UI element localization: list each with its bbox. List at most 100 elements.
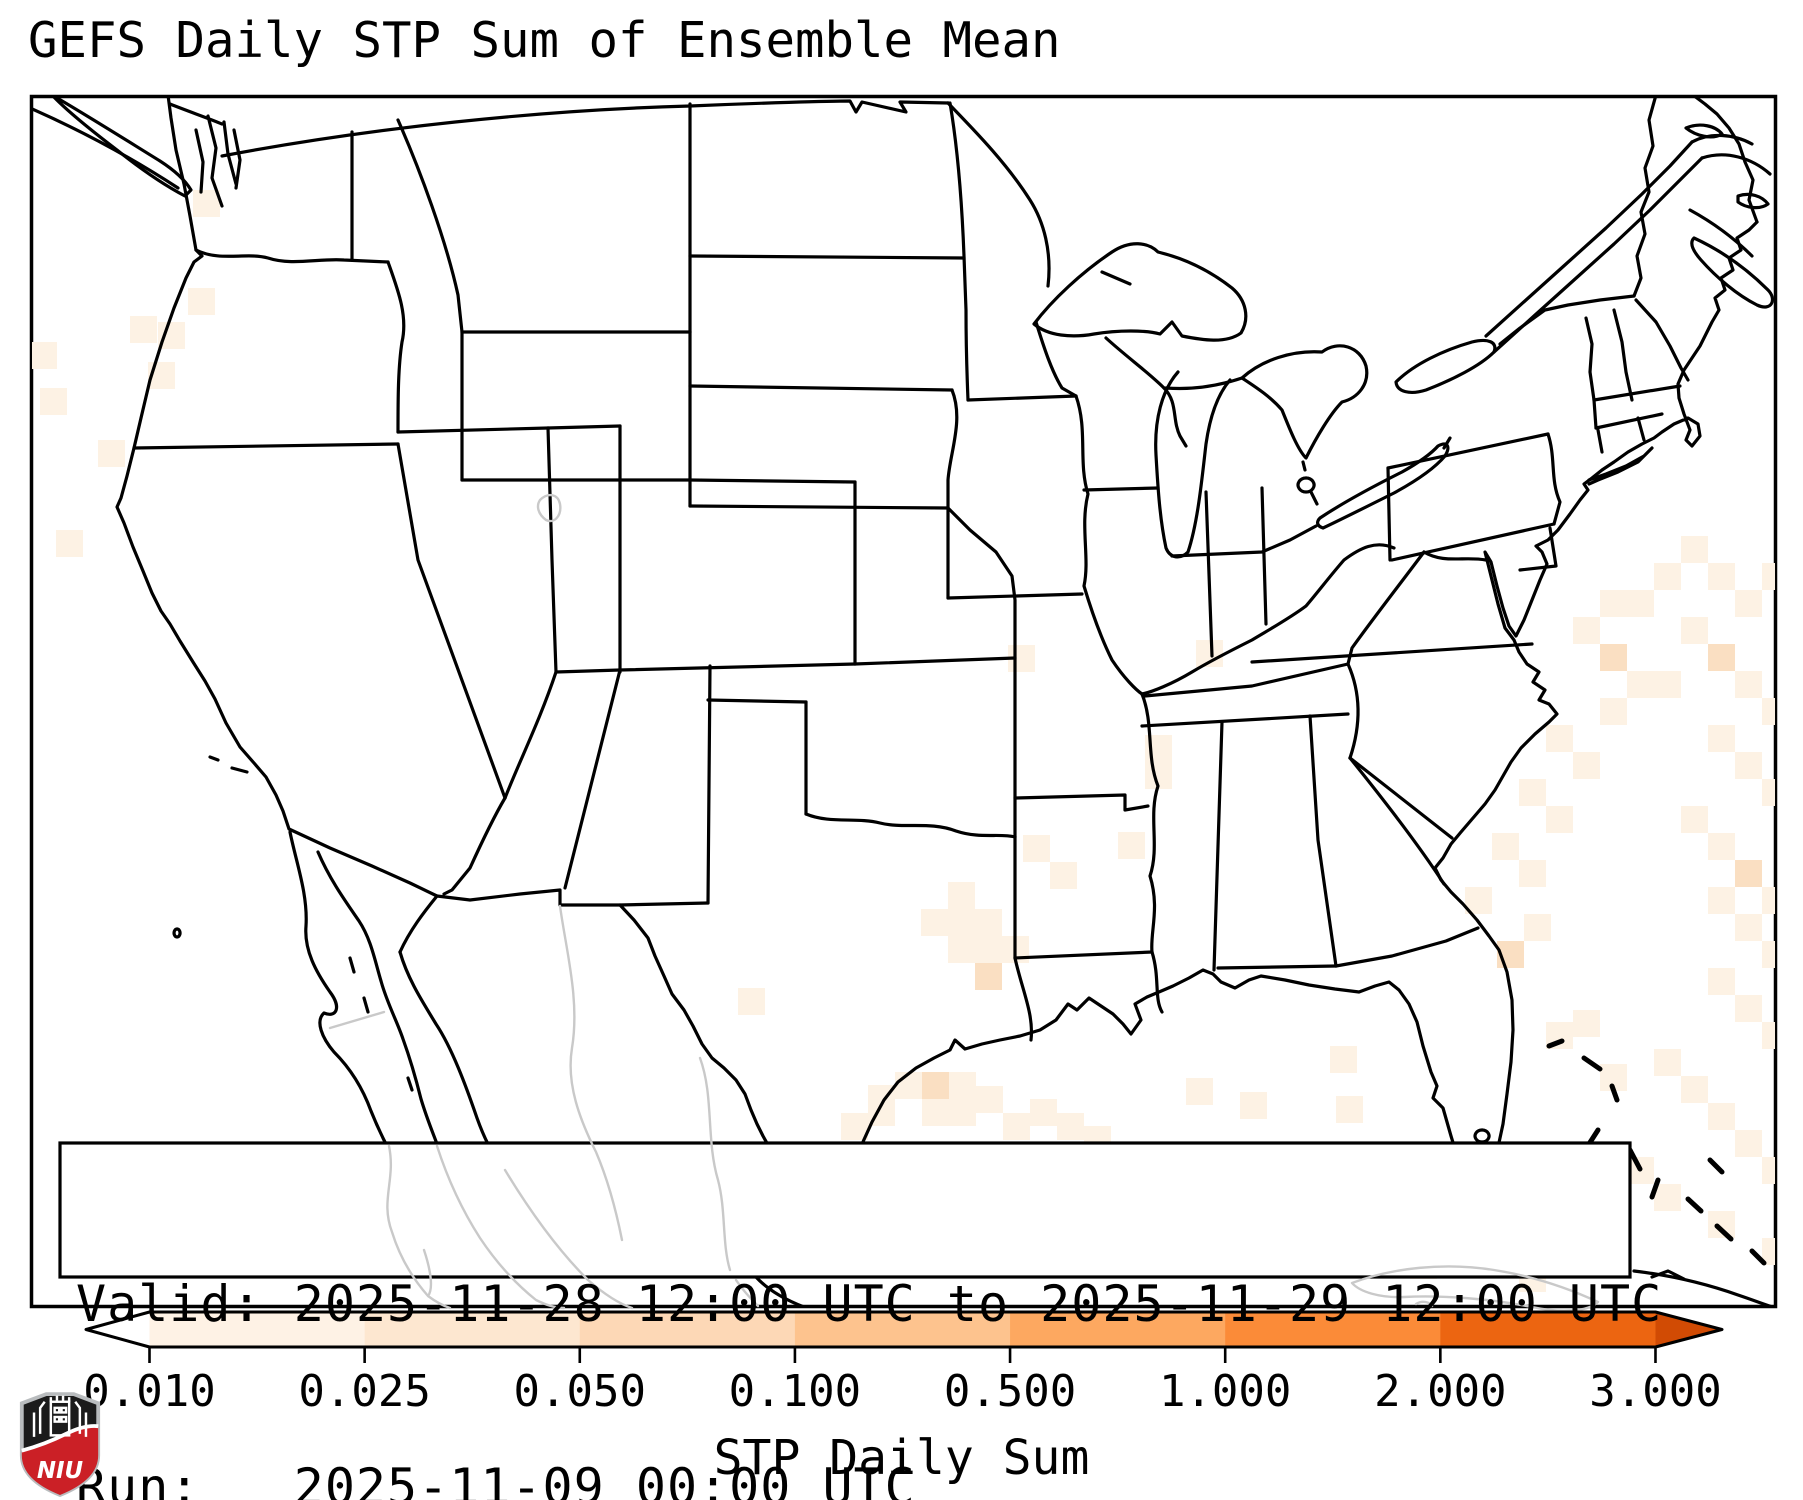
stp-cell xyxy=(1627,671,1654,698)
mexico-gulf-coast-low xyxy=(754,1275,806,1306)
stp-cell xyxy=(1519,779,1546,806)
stp-cell xyxy=(1654,1184,1681,1211)
red-river-border xyxy=(948,101,970,402)
stp-cell xyxy=(1708,1103,1735,1130)
stp-cell xyxy=(1573,617,1600,644)
upper-peninsula-shore xyxy=(1164,376,1244,391)
bahamas-islands xyxy=(1546,1038,1767,1266)
colorbar-tick-label: 0.010 xyxy=(83,1366,216,1417)
prince-edward-island xyxy=(1736,192,1770,210)
bc-mainland-coast xyxy=(32,107,180,190)
stp-cell xyxy=(841,1113,868,1140)
stp-cell xyxy=(976,1086,1003,1113)
stp-cell xyxy=(1708,725,1735,752)
stp-cell xyxy=(922,1099,949,1126)
stp-cell xyxy=(1627,590,1654,617)
niu-swoosh xyxy=(21,1424,99,1453)
admin-gray-lines xyxy=(328,493,1600,1312)
stp-cell xyxy=(1023,835,1050,862)
stp-cell xyxy=(1708,968,1735,995)
stp-cell xyxy=(948,882,975,909)
colorbar-tick-label: 3.000 xyxy=(1589,1366,1722,1417)
coastlines xyxy=(32,97,1775,1306)
stp-cell xyxy=(1546,806,1573,833)
cuba-black-coast xyxy=(1632,1269,1775,1306)
colorbar-tick-label: 0.050 xyxy=(513,1366,646,1417)
stp-cell xyxy=(1762,1238,1775,1265)
stp-cell xyxy=(738,988,765,1015)
lake-ontario xyxy=(1394,338,1497,394)
stp-cell xyxy=(1708,887,1735,914)
stp-cell xyxy=(1524,914,1551,941)
stp-cell xyxy=(1681,1076,1708,1103)
stp-cell xyxy=(1600,590,1627,617)
colorbar-ticks xyxy=(148,1347,1657,1363)
colorbar-segment xyxy=(1440,1312,1657,1347)
stp-cell xyxy=(1654,1049,1681,1076)
stp-cell xyxy=(949,1099,976,1126)
stp-cell xyxy=(1762,887,1775,914)
stp-cell xyxy=(1546,725,1573,752)
baja-west-coast xyxy=(288,830,391,1152)
stp-cell xyxy=(948,909,975,936)
canada-border-east xyxy=(946,101,1051,288)
vancouver-island xyxy=(51,97,193,198)
stp-cell xyxy=(1519,860,1546,887)
gulf-islands xyxy=(348,956,414,1092)
stp-cell xyxy=(1573,752,1600,779)
stp-cell xyxy=(1003,1113,1030,1140)
stp-cell xyxy=(1050,862,1077,889)
map-frame xyxy=(29,94,1778,1309)
colorbar-tick-label: 0.100 xyxy=(728,1366,862,1417)
stp-cell xyxy=(895,1072,922,1099)
colorbar-tick-label: 0.025 xyxy=(298,1366,431,1417)
stp-cell xyxy=(1492,833,1519,860)
figure-title: GEFS Daily STP Sum of Ensemble Mean xyxy=(28,12,1061,69)
stp-cell xyxy=(1654,563,1681,590)
stp-cell xyxy=(56,530,83,557)
stp-cell xyxy=(921,909,948,936)
lake-st-clair xyxy=(1296,460,1319,506)
stp-cell xyxy=(1735,752,1762,779)
stp-cell xyxy=(1708,644,1735,671)
isle-royale xyxy=(1100,270,1132,286)
stp-cell xyxy=(1708,563,1735,590)
stp-cell xyxy=(1654,671,1681,698)
stp-cell xyxy=(1681,617,1708,644)
info-box-text: Valid: 2025-11-28 12:00 UTC to 2025-11-2… xyxy=(76,1152,1662,1500)
stp-cell xyxy=(1681,536,1708,563)
stp-cell xyxy=(1030,1099,1057,1126)
cuba-gray-outline xyxy=(1350,1265,1600,1312)
colorbar-segment xyxy=(1225,1312,1441,1347)
bay-of-fundy xyxy=(1688,208,1754,258)
colorbar-segment xyxy=(364,1312,581,1347)
colorbar-segment xyxy=(149,1312,366,1347)
stp-cell xyxy=(1735,995,1762,1022)
stp-cell xyxy=(188,288,215,315)
canada-border xyxy=(220,99,950,158)
info-box xyxy=(58,1141,1632,1279)
stp-cell xyxy=(193,190,220,217)
colorbar-segment xyxy=(1010,1312,1226,1347)
channel-islands xyxy=(208,755,249,774)
stp-cell xyxy=(1057,1113,1084,1140)
stp-cell xyxy=(1735,914,1762,941)
colorbar-tick-label: 0.500 xyxy=(943,1366,1077,1417)
colorbar-label: STP Daily Sum xyxy=(713,1430,1090,1486)
colorbar-tick-label: 1.000 xyxy=(1158,1366,1292,1417)
stp-cell xyxy=(1762,779,1775,806)
stp-cell xyxy=(922,1072,949,1099)
nova-scotia xyxy=(1690,236,1775,309)
stp-cell xyxy=(975,963,1002,990)
stp-cell xyxy=(1681,806,1708,833)
stp-cell xyxy=(1762,563,1775,590)
stp-cell xyxy=(1330,1046,1357,1073)
guadalupe-island xyxy=(172,927,182,939)
stp-cell xyxy=(1708,1211,1735,1238)
stp-cell xyxy=(1118,832,1145,859)
stp-cell xyxy=(975,936,1002,963)
stp-cell xyxy=(1735,590,1762,617)
lake-superior xyxy=(1032,242,1248,342)
stp-cell xyxy=(1240,1092,1267,1119)
